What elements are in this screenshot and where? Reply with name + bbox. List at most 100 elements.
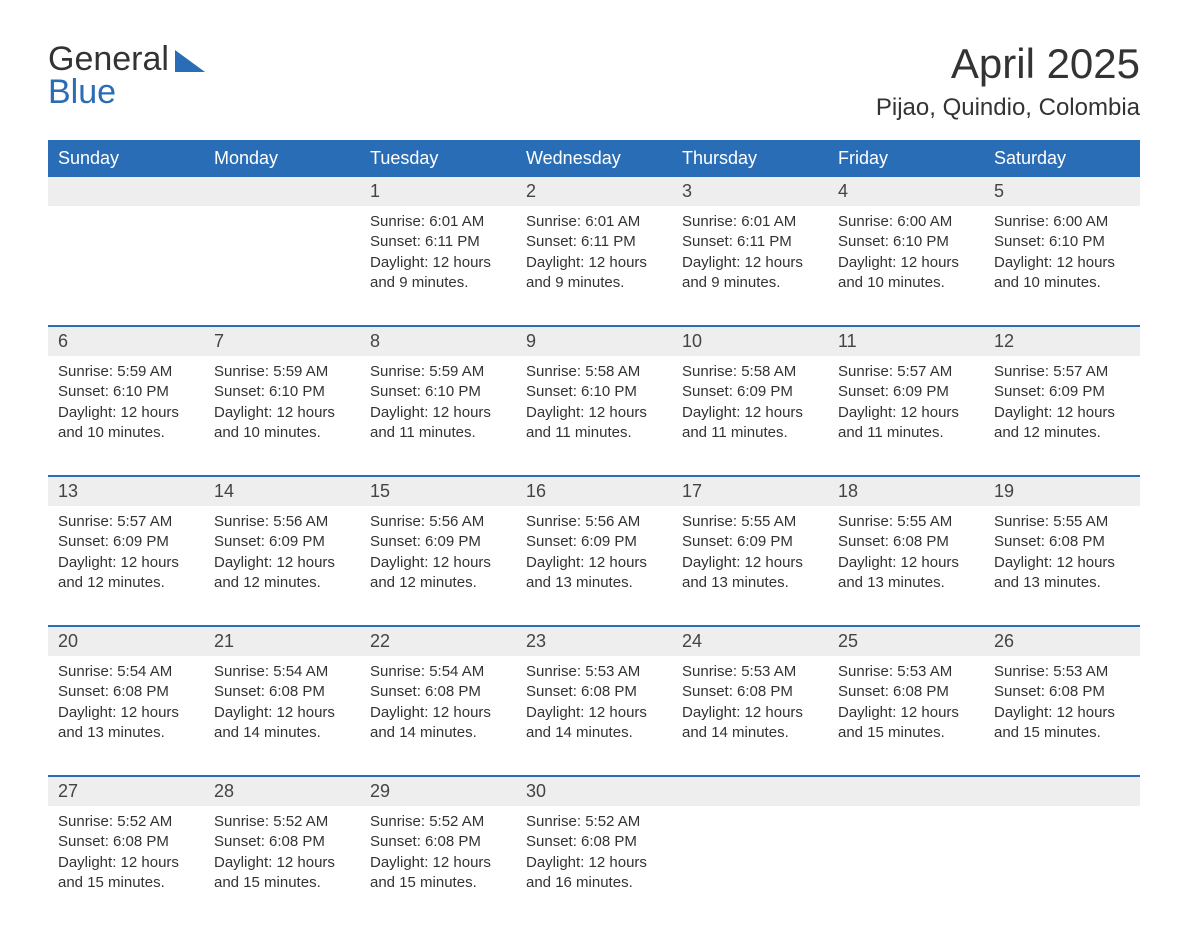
daylight-text: and 12 minutes. [58, 573, 194, 593]
day-cell: Sunrise: 5:55 AMSunset: 6:09 PMDaylight:… [672, 506, 828, 603]
day-number: 2 [516, 177, 672, 206]
daylight-text: Daylight: 12 hours [682, 703, 818, 723]
daybody-row: Sunrise: 6:01 AMSunset: 6:11 PMDaylight:… [48, 206, 1140, 303]
brand-triangle-icon [175, 50, 205, 72]
day-number: 6 [48, 327, 204, 356]
brand-word2: Blue [48, 73, 169, 112]
sunrise-text: Sunrise: 5:54 AM [214, 662, 350, 682]
daynum-row: 6789101112 [48, 327, 1140, 356]
daylight-text: and 11 minutes. [838, 423, 974, 443]
sunset-text: Sunset: 6:08 PM [994, 532, 1130, 552]
daylight-text: and 14 minutes. [370, 723, 506, 743]
sunset-text: Sunset: 6:10 PM [838, 232, 974, 252]
sunrise-text: Sunrise: 5:57 AM [838, 362, 974, 382]
day-cell: Sunrise: 5:57 AMSunset: 6:09 PMDaylight:… [48, 506, 204, 603]
day-cell: Sunrise: 5:52 AMSunset: 6:08 PMDaylight:… [48, 806, 204, 903]
sunrise-text: Sunrise: 5:59 AM [214, 362, 350, 382]
daylight-text: and 13 minutes. [58, 723, 194, 743]
week-row: 12345Sunrise: 6:01 AMSunset: 6:11 PMDayl… [48, 177, 1140, 303]
day-number: 19 [984, 477, 1140, 506]
calendar: Sunday Monday Tuesday Wednesday Thursday… [48, 140, 1140, 903]
daylight-text: Daylight: 12 hours [370, 253, 506, 273]
sunrise-text: Sunrise: 5:53 AM [682, 662, 818, 682]
daylight-text: and 12 minutes. [214, 573, 350, 593]
daylight-text: Daylight: 12 hours [994, 403, 1130, 423]
daylight-text: Daylight: 12 hours [682, 253, 818, 273]
daynum-row: 13141516171819 [48, 477, 1140, 506]
daylight-text: Daylight: 12 hours [214, 403, 350, 423]
sunrise-text: Sunrise: 6:01 AM [682, 212, 818, 232]
daylight-text: Daylight: 12 hours [214, 853, 350, 873]
sunset-text: Sunset: 6:08 PM [370, 832, 506, 852]
day-cell: Sunrise: 5:53 AMSunset: 6:08 PMDaylight:… [516, 656, 672, 753]
daylight-text: Daylight: 12 hours [214, 553, 350, 573]
day-cell: Sunrise: 5:58 AMSunset: 6:10 PMDaylight:… [516, 356, 672, 453]
sunrise-text: Sunrise: 5:56 AM [526, 512, 662, 532]
month-title: April 2025 [876, 40, 1140, 88]
day-cell: Sunrise: 5:59 AMSunset: 6:10 PMDaylight:… [360, 356, 516, 453]
weekday-header-row: Sunday Monday Tuesday Wednesday Thursday… [48, 140, 1140, 177]
sunrise-text: Sunrise: 5:56 AM [214, 512, 350, 532]
daylight-text: and 9 minutes. [526, 273, 662, 293]
daylight-text: and 15 minutes. [370, 873, 506, 893]
daylight-text: and 11 minutes. [682, 423, 818, 443]
daylight-text: and 13 minutes. [526, 573, 662, 593]
sunrise-text: Sunrise: 5:53 AM [994, 662, 1130, 682]
daylight-text: and 13 minutes. [994, 573, 1130, 593]
day-cell: Sunrise: 5:59 AMSunset: 6:10 PMDaylight:… [204, 356, 360, 453]
sunrise-text: Sunrise: 5:53 AM [838, 662, 974, 682]
daylight-text: and 14 minutes. [682, 723, 818, 743]
sunset-text: Sunset: 6:10 PM [994, 232, 1130, 252]
day-number: 7 [204, 327, 360, 356]
sunset-text: Sunset: 6:08 PM [682, 682, 818, 702]
sunset-text: Sunset: 6:11 PM [370, 232, 506, 252]
daylight-text: Daylight: 12 hours [526, 553, 662, 573]
day-cell: Sunrise: 5:54 AMSunset: 6:08 PMDaylight:… [48, 656, 204, 753]
sunrise-text: Sunrise: 5:56 AM [370, 512, 506, 532]
weekday-header: Saturday [984, 140, 1140, 177]
weeks-container: 12345Sunrise: 6:01 AMSunset: 6:11 PMDayl… [48, 177, 1140, 903]
week-row: 27282930Sunrise: 5:52 AMSunset: 6:08 PMD… [48, 775, 1140, 903]
day-cell [984, 806, 1140, 903]
daynum-row: 12345 [48, 177, 1140, 206]
day-cell: Sunrise: 5:54 AMSunset: 6:08 PMDaylight:… [360, 656, 516, 753]
day-cell: Sunrise: 5:55 AMSunset: 6:08 PMDaylight:… [984, 506, 1140, 603]
weekday-header: Tuesday [360, 140, 516, 177]
sunrise-text: Sunrise: 5:57 AM [994, 362, 1130, 382]
daylight-text: Daylight: 12 hours [370, 853, 506, 873]
sunrise-text: Sunrise: 5:58 AM [526, 362, 662, 382]
day-number: 9 [516, 327, 672, 356]
day-number [984, 777, 1140, 806]
day-number: 13 [48, 477, 204, 506]
sunrise-text: Sunrise: 6:01 AM [526, 212, 662, 232]
weekday-header: Monday [204, 140, 360, 177]
daylight-text: Daylight: 12 hours [838, 253, 974, 273]
daynum-row: 20212223242526 [48, 627, 1140, 656]
day-cell: Sunrise: 6:01 AMSunset: 6:11 PMDaylight:… [672, 206, 828, 303]
week-row: 13141516171819Sunrise: 5:57 AMSunset: 6:… [48, 475, 1140, 603]
sunrise-text: Sunrise: 6:00 AM [838, 212, 974, 232]
sunset-text: Sunset: 6:09 PM [370, 532, 506, 552]
day-cell: Sunrise: 5:52 AMSunset: 6:08 PMDaylight:… [360, 806, 516, 903]
day-number: 10 [672, 327, 828, 356]
daylight-text: Daylight: 12 hours [994, 253, 1130, 273]
daylight-text: and 10 minutes. [58, 423, 194, 443]
daylight-text: and 16 minutes. [526, 873, 662, 893]
daylight-text: and 9 minutes. [682, 273, 818, 293]
sunset-text: Sunset: 6:09 PM [58, 532, 194, 552]
sunrise-text: Sunrise: 5:55 AM [994, 512, 1130, 532]
daylight-text: Daylight: 12 hours [526, 853, 662, 873]
sunset-text: Sunset: 6:10 PM [526, 382, 662, 402]
day-cell: Sunrise: 5:57 AMSunset: 6:09 PMDaylight:… [984, 356, 1140, 453]
sunset-text: Sunset: 6:10 PM [370, 382, 506, 402]
day-number: 22 [360, 627, 516, 656]
daylight-text: Daylight: 12 hours [58, 853, 194, 873]
day-number: 12 [984, 327, 1140, 356]
sunset-text: Sunset: 6:08 PM [838, 682, 974, 702]
day-cell: Sunrise: 5:53 AMSunset: 6:08 PMDaylight:… [672, 656, 828, 753]
sunset-text: Sunset: 6:09 PM [838, 382, 974, 402]
day-number: 8 [360, 327, 516, 356]
day-cell: Sunrise: 5:52 AMSunset: 6:08 PMDaylight:… [204, 806, 360, 903]
day-cell: Sunrise: 5:56 AMSunset: 6:09 PMDaylight:… [516, 506, 672, 603]
day-cell: Sunrise: 6:01 AMSunset: 6:11 PMDaylight:… [360, 206, 516, 303]
